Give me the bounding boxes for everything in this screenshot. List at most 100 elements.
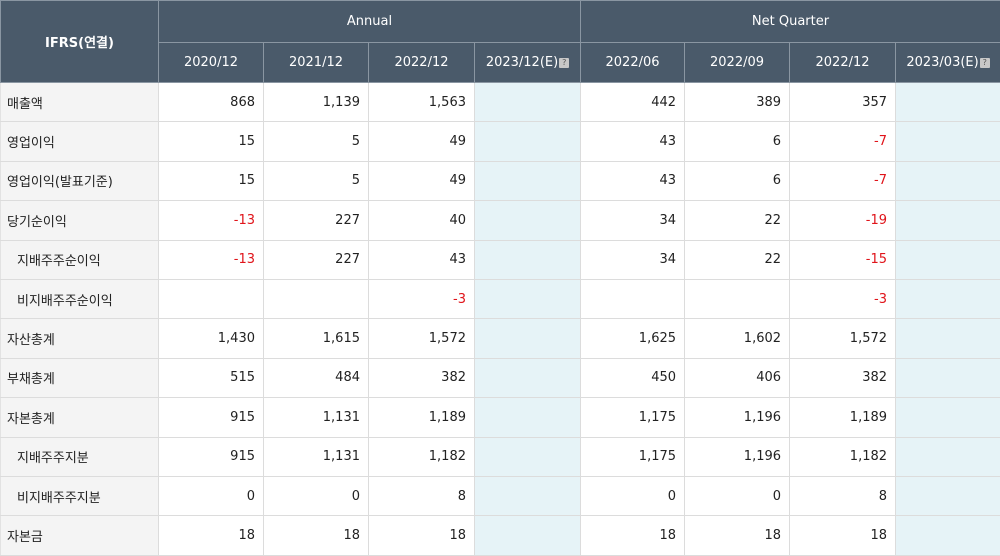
annual-value-cell: -3 <box>369 279 475 318</box>
col-header-annual-1: 2020/12 <box>159 43 264 83</box>
question-icon[interactable]: ? <box>559 58 569 68</box>
col-header-quarter-2: 2022/09 <box>685 43 790 83</box>
quarter-value-cell: 1,189 <box>790 398 896 437</box>
col-header-annual-4: 2023/12(E)? <box>475 43 581 83</box>
annual-value-cell: 49 <box>369 122 475 161</box>
quarter-value-cell: 0 <box>685 476 790 515</box>
annual-value-cell <box>475 201 581 240</box>
annual-value-cell: 915 <box>159 437 264 476</box>
annual-value-cell: 18 <box>159 516 264 555</box>
quarter-value-cell <box>685 279 790 318</box>
row-label: 자본금 <box>1 516 159 555</box>
annual-value-cell: 0 <box>159 476 264 515</box>
quarter-value-cell <box>896 437 1000 476</box>
quarter-value-cell: 1,602 <box>685 319 790 358</box>
row-label: 당기순이익 <box>1 201 159 240</box>
quarter-value-cell: -7 <box>790 122 896 161</box>
annual-value-cell: 915 <box>159 398 264 437</box>
annual-value-cell <box>475 319 581 358</box>
annual-value-cell: 515 <box>159 358 264 397</box>
table-row: 비지배주주순이익 -3 -3 <box>1 279 1000 318</box>
quarter-value-cell: 34 <box>581 240 685 279</box>
row-label: 영업이익(발표기준) <box>1 161 159 200</box>
annual-value-cell: 40 <box>369 201 475 240</box>
row-label: 부채총계 <box>1 358 159 397</box>
annual-value-cell: 227 <box>264 240 369 279</box>
quarter-value-cell: 382 <box>790 358 896 397</box>
annual-value-cell: 227 <box>264 201 369 240</box>
annual-value-cell: 15 <box>159 122 264 161</box>
annual-value-cell: 1,189 <box>369 398 475 437</box>
row-label: 매출액 <box>1 83 159 122</box>
quarter-value-cell: -3 <box>790 279 896 318</box>
annual-value-cell: 484 <box>264 358 369 397</box>
col-header-quarter-3: 2022/12 <box>790 43 896 83</box>
annual-value-cell: 18 <box>264 516 369 555</box>
annual-value-cell: 0 <box>264 476 369 515</box>
quarter-value-cell <box>896 319 1000 358</box>
annual-value-cell <box>475 358 581 397</box>
annual-value-cell: 1,572 <box>369 319 475 358</box>
annual-value-cell: 1,563 <box>369 83 475 122</box>
annual-value-cell: 1,131 <box>264 398 369 437</box>
annual-value-cell: 5 <box>264 161 369 200</box>
annual-value-cell: 8 <box>369 476 475 515</box>
quarter-value-cell: 450 <box>581 358 685 397</box>
quarter-value-cell: 1,572 <box>790 319 896 358</box>
quarter-value-cell <box>896 122 1000 161</box>
col-header-annual-2: 2021/12 <box>264 43 369 83</box>
annual-value-cell: 18 <box>369 516 475 555</box>
quarter-value-cell: 22 <box>685 201 790 240</box>
row-label: 비지배주주지분 <box>1 476 159 515</box>
annual-value-cell: 1,615 <box>264 319 369 358</box>
row-label: 자본총계 <box>1 398 159 437</box>
quarter-value-cell: -7 <box>790 161 896 200</box>
quarter-value-cell <box>896 476 1000 515</box>
row-label: 지배주주지분 <box>1 437 159 476</box>
annual-value-cell: 1,182 <box>369 437 475 476</box>
annual-value-cell <box>475 279 581 318</box>
quarter-value-cell: 22 <box>685 240 790 279</box>
annual-value-cell <box>475 437 581 476</box>
annual-value-cell <box>475 516 581 555</box>
question-icon[interactable]: ? <box>980 58 990 68</box>
quarter-value-cell: 0 <box>581 476 685 515</box>
quarter-value-cell: 6 <box>685 122 790 161</box>
quarter-value-cell: 406 <box>685 358 790 397</box>
annual-value-cell <box>475 476 581 515</box>
quarter-value-cell: 1,182 <box>790 437 896 476</box>
annual-value-cell: 382 <box>369 358 475 397</box>
quarter-value-cell <box>896 398 1000 437</box>
annual-value-cell <box>475 83 581 122</box>
quarter-value-cell: 34 <box>581 201 685 240</box>
quarter-value-cell: 43 <box>581 161 685 200</box>
annual-value-cell: -13 <box>159 240 264 279</box>
quarter-value-cell <box>896 240 1000 279</box>
quarter-value-cell: 442 <box>581 83 685 122</box>
quarter-value-cell: 18 <box>685 516 790 555</box>
quarter-value-cell: 1,175 <box>581 398 685 437</box>
quarter-value-cell <box>581 279 685 318</box>
annual-value-cell <box>475 161 581 200</box>
quarter-value-cell: 1,175 <box>581 437 685 476</box>
annual-value-cell: 43 <box>369 240 475 279</box>
row-label: 영업이익 <box>1 122 159 161</box>
quarter-value-cell: 1,196 <box>685 398 790 437</box>
annual-value-cell: -13 <box>159 201 264 240</box>
quarter-value-cell: 6 <box>685 161 790 200</box>
annual-value-cell: 868 <box>159 83 264 122</box>
quarter-value-cell <box>896 279 1000 318</box>
quarter-value-cell: 389 <box>685 83 790 122</box>
annual-value-cell <box>475 398 581 437</box>
row-label: 비지배주주순이익 <box>1 279 159 318</box>
annual-value-cell <box>159 279 264 318</box>
col-header-quarter-4: 2023/03(E)? <box>896 43 1000 83</box>
